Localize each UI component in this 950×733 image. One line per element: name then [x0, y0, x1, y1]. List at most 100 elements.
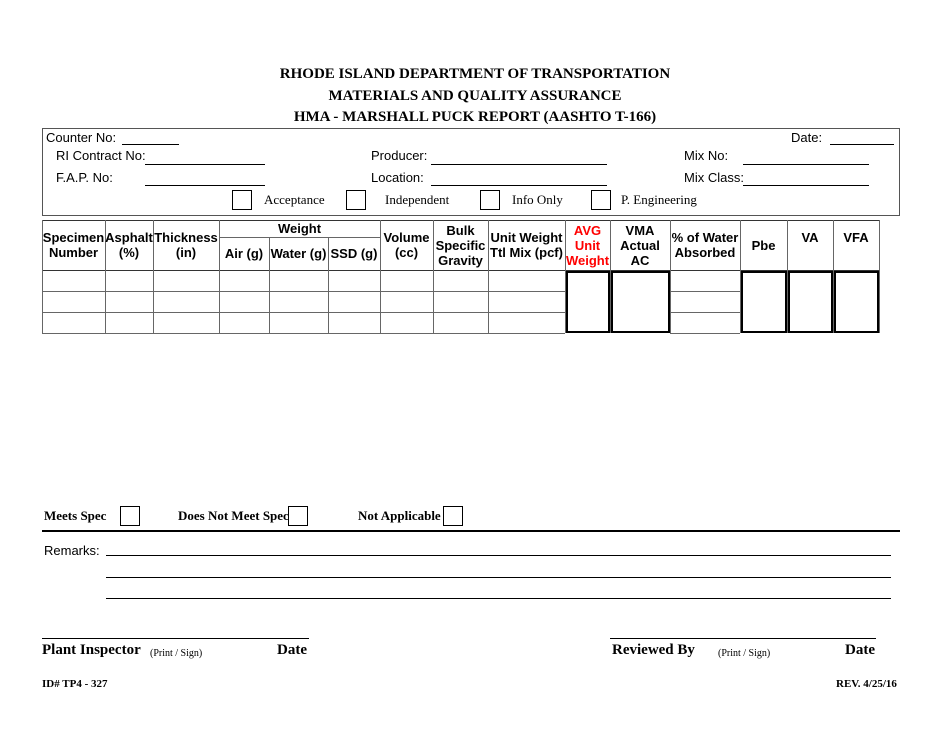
- header-thickness: Thickness (in): [154, 230, 218, 260]
- revision: REV. 4/25/16: [836, 678, 897, 690]
- header-va: VA: [801, 230, 819, 245]
- reviewer-date-label: Date: [845, 642, 875, 658]
- cell-volume-row-2[interactable]: [381, 292, 432, 311]
- cell-specimen-number-row-2[interactable]: [43, 292, 104, 311]
- acceptance-label: Acceptance: [264, 192, 325, 207]
- meets-spec-checkbox[interactable]: [120, 506, 140, 526]
- counter-no-field[interactable]: [122, 144, 179, 145]
- fap-no-label: F.A.P. No:: [56, 170, 113, 185]
- info-only-checkbox[interactable]: [480, 190, 500, 210]
- cell-asphalt-row-2[interactable]: [106, 292, 152, 311]
- cell-water-row-1[interactable]: [270, 271, 327, 290]
- cell-ssd-row-2[interactable]: [329, 292, 379, 311]
- remarks-line-3[interactable]: [106, 598, 891, 599]
- weight-group-header: Weight: [277, 221, 322, 236]
- cell-asphalt-row-1[interactable]: [106, 271, 152, 290]
- cell-air-row-3[interactable]: [220, 313, 268, 332]
- independent-label: Independent: [385, 192, 450, 207]
- cell-thickness-row-2[interactable]: [154, 292, 218, 311]
- title-dept: RHODE ISLAND DEPARTMENT OF TRANSPORTATIO…: [279, 66, 671, 82]
- contract-no-label: RI Contract No:: [56, 148, 146, 163]
- header-bulk-sg: Bulk Specific Gravity: [435, 222, 486, 268]
- p-engineering-label: P. Engineering: [621, 192, 697, 207]
- remarks-line-1[interactable]: [106, 555, 891, 556]
- meets-spec-label: Meets Spec: [44, 508, 107, 523]
- cell-bulk-sg-row-2[interactable]: [434, 292, 487, 311]
- reviewed-by-sign-line[interactable]: [610, 638, 876, 639]
- inspector-date-label: Date: [277, 642, 307, 658]
- header-ssd: SSD (g): [330, 246, 378, 261]
- cell-unit-weight-row-2[interactable]: [489, 292, 564, 311]
- cell-thickness-row-3[interactable]: [154, 313, 218, 332]
- header-asphalt: Asphalt (%): [105, 230, 153, 260]
- cell-avg-unit-weight[interactable]: [566, 271, 610, 333]
- not-meets-spec-label: Does Not Meet Spec: [178, 508, 289, 523]
- cell-water-row-3[interactable]: [270, 313, 327, 332]
- cell-asphalt-row-3[interactable]: [106, 313, 152, 332]
- date-label: Date:: [791, 130, 823, 145]
- cell-bulk-sg-row-1[interactable]: [434, 271, 487, 290]
- cell-specimen-number-row-1[interactable]: [43, 271, 104, 290]
- info-box: [42, 128, 900, 216]
- cell-water-absorbed-row-1[interactable]: [671, 271, 739, 290]
- cell-bulk-sg-row-3[interactable]: [434, 313, 487, 332]
- header-water-absorbed: % of Water Absorbed: [671, 230, 739, 260]
- contract-no-field[interactable]: [145, 164, 265, 165]
- remarks-label: Remarks:: [44, 543, 100, 558]
- reviewer-print-sign-label: (Print / Sign): [718, 648, 771, 659]
- header-pbe: Pbe: [751, 237, 776, 253]
- header-avg-unit-weight: AVG Unit Weight: [565, 222, 610, 268]
- header-vma: VMA Actual AC: [620, 222, 660, 268]
- cell-ssd-row-3[interactable]: [329, 313, 379, 332]
- date-field[interactable]: [830, 144, 894, 145]
- divider: [42, 530, 900, 532]
- counter-no-label: Counter No:: [46, 130, 117, 145]
- print-sign-label: (Print / Sign): [150, 648, 203, 659]
- cell-vma[interactable]: [611, 271, 670, 333]
- not-meets-spec-checkbox[interactable]: [288, 506, 308, 526]
- mix-class-label: Mix Class:: [684, 170, 744, 185]
- cell-thickness-row-1[interactable]: [154, 271, 218, 290]
- cell-water-row-2[interactable]: [270, 292, 327, 311]
- mix-no-field[interactable]: [743, 164, 869, 165]
- cell-vfa[interactable]: [834, 271, 879, 333]
- reviewed-by-label: Reviewed By: [612, 642, 695, 658]
- cell-unit-weight-row-3[interactable]: [489, 313, 564, 332]
- cell-air-row-2[interactable]: [220, 292, 268, 311]
- info-only-label: Info Only: [512, 192, 563, 207]
- cell-ssd-row-1[interactable]: [329, 271, 379, 290]
- cell-specimen-number-row-3[interactable]: [43, 313, 104, 332]
- title-report: HMA - MARSHALL PUCK REPORT (AASHTO T-166…: [293, 109, 657, 125]
- not-applicable-checkbox[interactable]: [443, 506, 463, 526]
- header-volume: Volume (cc): [383, 230, 430, 260]
- location-label: Location:: [371, 170, 424, 185]
- independent-checkbox[interactable]: [346, 190, 366, 210]
- remarks-line-2[interactable]: [106, 577, 891, 578]
- fap-no-field[interactable]: [145, 185, 265, 186]
- cell-va[interactable]: [788, 271, 833, 333]
- cell-air-row-1[interactable]: [220, 271, 268, 290]
- form-id: ID# TP4 - 327: [42, 678, 108, 690]
- cell-water-absorbed-row-3[interactable]: [671, 313, 739, 332]
- header-air: Air (g): [224, 246, 264, 261]
- cell-unit-weight-row-1[interactable]: [489, 271, 564, 290]
- cell-water-absorbed-row-2[interactable]: [671, 292, 739, 311]
- header-specimen-number: Specimen Number: [42, 230, 105, 260]
- plant-inspector-sign-line[interactable]: [42, 638, 309, 639]
- cell-pbe[interactable]: [741, 271, 787, 333]
- producer-field[interactable]: [431, 164, 607, 165]
- plant-inspector-label: Plant Inspector: [42, 642, 141, 658]
- header-water: Water (g): [270, 246, 327, 261]
- header-unit-weight: Unit Weight Ttl Mix (pcf): [490, 230, 563, 260]
- not-applicable-label: Not Applicable: [358, 508, 441, 523]
- cell-volume-row-1[interactable]: [381, 271, 432, 290]
- header-vfa: VFA: [843, 230, 869, 245]
- location-field[interactable]: [431, 185, 607, 186]
- mix-class-field[interactable]: [743, 185, 869, 186]
- title-division: MATERIALS AND QUALITY ASSURANCE: [328, 88, 622, 104]
- cell-volume-row-3[interactable]: [381, 313, 432, 332]
- acceptance-checkbox[interactable]: [232, 190, 252, 210]
- p-engineering-checkbox[interactable]: [591, 190, 611, 210]
- producer-label: Producer:: [371, 148, 428, 163]
